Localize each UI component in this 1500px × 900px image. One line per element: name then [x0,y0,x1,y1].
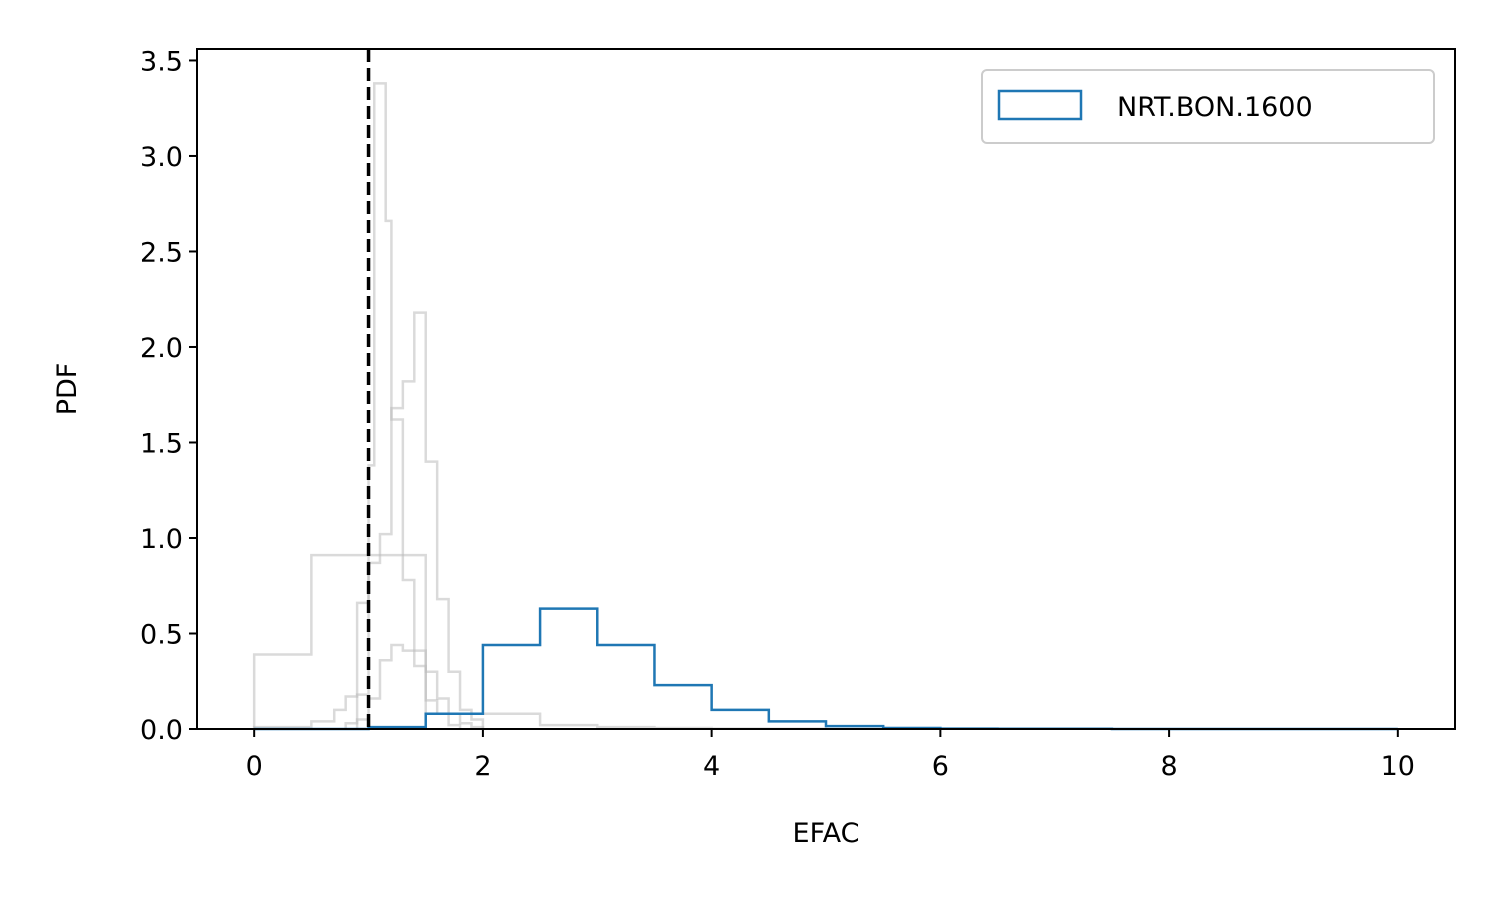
legend-swatch [997,89,1083,121]
plot-frame [196,48,1456,730]
y-tick-label: 3.5 [140,46,183,77]
legend: NRT.BON.1600 [981,69,1435,144]
x-tick-label: 4 [703,751,720,782]
x-tick-label: 10 [1381,751,1415,782]
x-tick-label: 0 [246,751,263,782]
legend-box [981,69,1435,144]
legend-label: NRT.BON.1600 [1117,92,1313,123]
histogram-series-background-2 [252,82,462,729]
x-tick-label: 8 [1160,751,1177,782]
y-tick-label: 2.0 [140,333,183,364]
y-tick-label: 1.5 [140,428,183,459]
y-axis-ticks: 0.0 0.5 1.0 1.5 2.0 2.5 3.0 3.5 [140,46,197,746]
y-tick-label: 1.0 [140,524,183,555]
y-tick-label: 0.0 [140,715,183,746]
y-tick-label: 0.5 [140,619,183,650]
x-tick-label: 6 [932,751,949,782]
y-axis-label: PDF [52,363,83,416]
x-axis-ticks: 0 2 4 6 8 10 [246,729,1415,782]
y-tick-label: 3.0 [140,142,183,173]
histogram-series-background-4 [355,643,485,729]
y-tick-label: 2.5 [140,237,183,268]
x-tick-label: 2 [474,751,491,782]
x-axis-label: EFAC [793,818,860,849]
